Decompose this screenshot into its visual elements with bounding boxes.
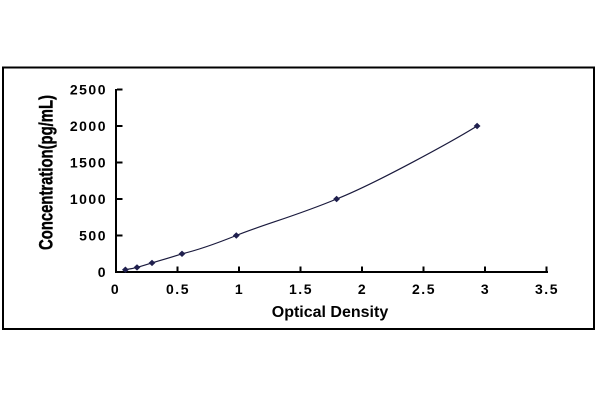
svg-text:0: 0 [98,264,107,280]
svg-text:1.5: 1.5 [289,281,313,297]
svg-text:Optical Density: Optical Density [272,304,389,321]
svg-text:1: 1 [235,281,244,297]
svg-text:2.5: 2.5 [412,281,436,297]
svg-text:0: 0 [111,281,120,297]
svg-text:2000: 2000 [70,118,107,134]
svg-text:1500: 1500 [70,155,107,171]
svg-text:2500: 2500 [70,82,107,98]
svg-text:3: 3 [481,281,490,297]
svg-text:0.5: 0.5 [166,281,190,297]
svg-text:Concentration(pg/mL): Concentration(pg/mL) [36,95,57,250]
svg-text:2: 2 [358,281,367,297]
svg-text:500: 500 [79,228,107,244]
svg-text:1000: 1000 [70,191,107,207]
svg-text:3.5: 3.5 [535,281,559,297]
